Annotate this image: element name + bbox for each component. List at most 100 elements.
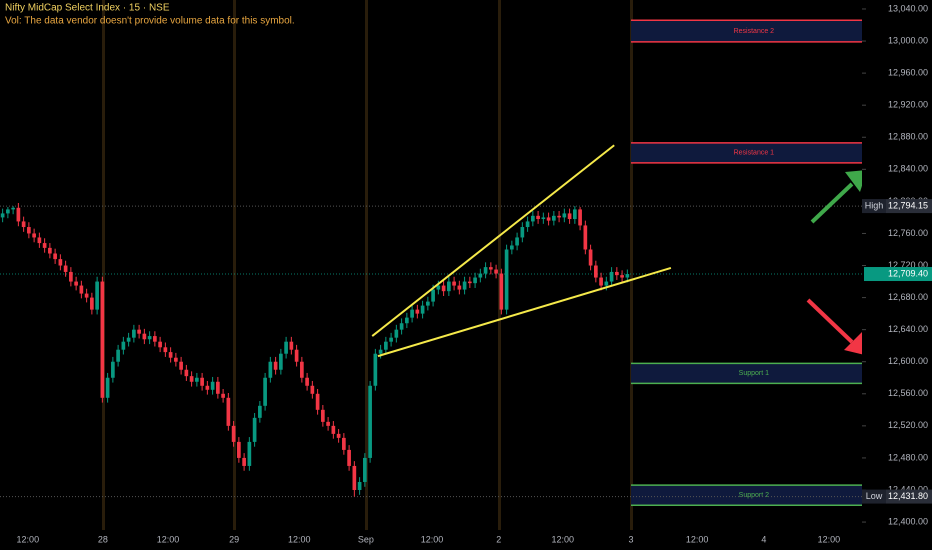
candle-body: [615, 271, 619, 276]
candle-body: [79, 285, 84, 294]
x-tick-label: 12:00: [818, 534, 841, 544]
candle-body: [373, 353, 378, 386]
session-break: [630, 0, 633, 530]
candle-body: [620, 275, 624, 278]
candle-body: [447, 281, 451, 292]
x-tick-label: 12:00: [157, 534, 180, 544]
candle-body: [552, 215, 556, 221]
candle-body: [226, 397, 231, 426]
plot: Resistance 2 Resistance 1 Support 1 Support…: [0, 19, 877, 506]
candle-body: [468, 281, 472, 284]
candle-body: [237, 441, 241, 458]
candle-body: [95, 281, 99, 310]
candle-body: [142, 333, 147, 340]
marker-price: 12,794.15: [888, 200, 928, 210]
candle-body: [284, 341, 288, 354]
candle-body: [289, 341, 294, 350]
candle-body: [37, 237, 42, 244]
candle-body: [221, 393, 225, 398]
marker-tag: [862, 489, 886, 504]
session-break: [498, 0, 501, 530]
candle-body: [599, 277, 603, 286]
zone-label: Resistance 1: [734, 150, 775, 157]
candle-body: [426, 301, 430, 306]
session-breaks: [102, 0, 633, 530]
candle-body: [268, 361, 273, 378]
candle-body: [578, 209, 582, 226]
y-tick-label: 13,000.00: [888, 35, 928, 45]
y-tick-label: 12,440.00: [888, 484, 928, 494]
candle-body: [58, 259, 63, 266]
candle-body: [609, 271, 614, 282]
candle-body: [515, 237, 519, 246]
zone: [631, 20, 877, 42]
candle-body: [499, 273, 504, 310]
y-tick-label: 12,600.00: [888, 356, 928, 366]
candle-body: [594, 265, 598, 278]
candle-body: [84, 293, 89, 298]
candle-body: [431, 289, 435, 302]
candle-body: [153, 336, 157, 342]
x-tick-label: 12:00: [288, 534, 311, 544]
candle-body: [0, 213, 5, 218]
x-tick-label: 12:00: [421, 534, 444, 544]
session-break: [102, 0, 105, 530]
candle-body: [310, 385, 315, 394]
candle-body: [242, 457, 246, 466]
candle-body: [331, 425, 336, 434]
candle-body: [504, 249, 509, 310]
candle-body: [294, 349, 299, 362]
candle-body: [174, 357, 178, 362]
y-tick-label: 12,720.00: [888, 260, 928, 270]
candle-body: [74, 281, 78, 286]
x-tick-label: 28: [98, 534, 108, 544]
zone: [631, 363, 877, 384]
candle-body: [436, 285, 441, 290]
x-tick-label: 12:00: [17, 534, 40, 544]
candle-body: [263, 377, 267, 406]
x-tick-label: 3: [629, 534, 634, 544]
marker-price: 12,431.80: [888, 491, 928, 501]
y-tick-label: 12,480.00: [888, 452, 928, 462]
candle-body: [300, 361, 304, 378]
candle-body: [489, 267, 493, 270]
y-tick-label: 12,920.00: [888, 100, 928, 110]
candle-body: [179, 361, 183, 370]
candle-body: [441, 285, 446, 292]
candle-body: [363, 457, 367, 482]
x-tick-label: 4: [761, 534, 766, 544]
y-tick-label: 13,040.00: [888, 3, 928, 13]
zone-label: Support 1: [739, 370, 769, 377]
zone: [631, 142, 877, 163]
candle-body: [163, 347, 168, 353]
zone-label: Support 2: [739, 492, 769, 499]
candle-body: [147, 336, 152, 340]
candle-body: [478, 273, 483, 278]
candle-body: [536, 215, 540, 220]
candle-body: [625, 274, 630, 278]
candle-body: [394, 329, 399, 338]
candle-body: [189, 376, 194, 382]
zone-label: Resistance 2: [734, 28, 775, 35]
candle-body: [69, 271, 73, 282]
y-tick-label: 12,880.00: [888, 132, 928, 142]
candle-body: [368, 385, 372, 458]
candle-body: [132, 329, 136, 338]
last-price: 12,709.40: [888, 268, 928, 278]
candle-body: [158, 341, 162, 348]
candle-body: [483, 267, 488, 274]
candle-body: [457, 285, 462, 290]
candle-body: [321, 409, 325, 422]
candle-body: [258, 405, 262, 418]
candle-body: [342, 437, 346, 450]
x-tick-label: 29: [229, 534, 239, 544]
down-arrow: [806, 298, 854, 344]
candle-body: [562, 213, 567, 218]
y-tick-label: 12,760.00: [888, 228, 928, 238]
candle-body: [247, 441, 252, 466]
candle-body: [273, 361, 278, 370]
candle-body: [6, 209, 10, 214]
candle-body: [16, 207, 21, 222]
candle-body: [604, 281, 609, 286]
